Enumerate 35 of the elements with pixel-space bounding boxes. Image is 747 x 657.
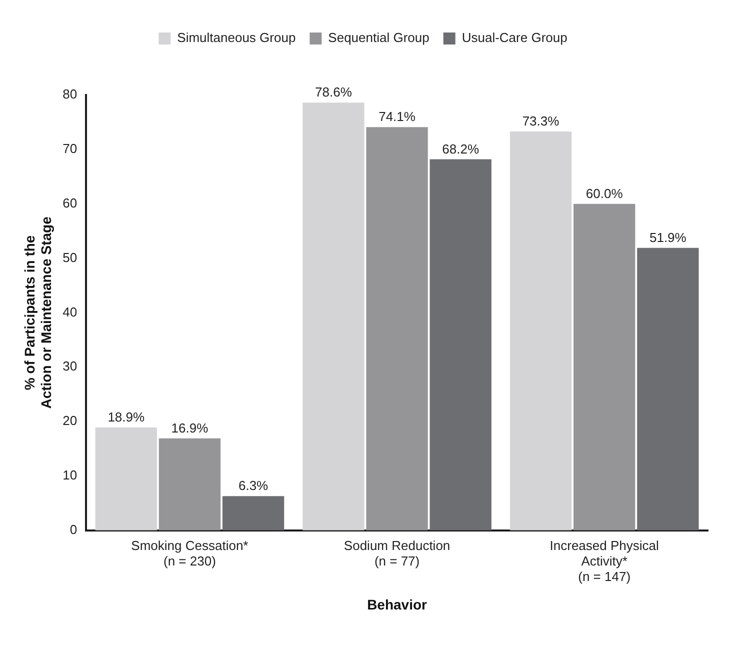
data-label: 68.2% <box>442 141 480 156</box>
y-axis-title: % of Participants in the Action or Maintenance Stage <box>21 216 54 409</box>
bar <box>158 438 221 530</box>
y-tick-label: 80 <box>62 86 78 102</box>
data-label: 16.9% <box>171 420 209 436</box>
bar <box>366 127 428 530</box>
y-tick-label: 50 <box>62 250 78 265</box>
data-label: 51.9% <box>649 230 687 246</box>
x-tick-label: Sodium Reduction (n = 77) <box>344 538 450 568</box>
data-label: 60.0% <box>586 186 624 201</box>
legend-label: Simultaneous Group <box>177 30 296 46</box>
bar <box>222 496 284 530</box>
data-label: 18.9% <box>108 410 146 425</box>
x-axis-title: Behavior <box>367 596 428 612</box>
y-tick-label: 60 <box>62 195 78 210</box>
x-tick-label: Increased Physical Activity* (n = 147) <box>550 538 660 584</box>
y-tick-label: 30 <box>62 358 78 374</box>
bar <box>95 428 157 530</box>
y-tick-label: 20 <box>62 413 78 428</box>
y-tick-label: 0 <box>70 522 78 537</box>
data-label: 74.1% <box>378 109 416 124</box>
bar <box>430 159 492 530</box>
x-tick-label: Smoking Cessation* (n = 230) <box>131 538 248 568</box>
bar <box>510 131 572 530</box>
y-tick-label: 40 <box>62 304 78 320</box>
y-tick-label: 70 <box>62 141 78 156</box>
y-tick-label: 10 <box>62 468 78 483</box>
bar <box>302 102 364 530</box>
bar <box>574 204 636 530</box>
legend-label: Sequential Group <box>328 30 430 46</box>
data-label: 78.6% <box>315 84 352 100</box>
data-label: 73.3% <box>522 114 560 129</box>
legend-label: Usual-Care Group <box>462 30 568 46</box>
bar <box>637 248 699 530</box>
data-label: 6.3% <box>238 478 269 494</box>
